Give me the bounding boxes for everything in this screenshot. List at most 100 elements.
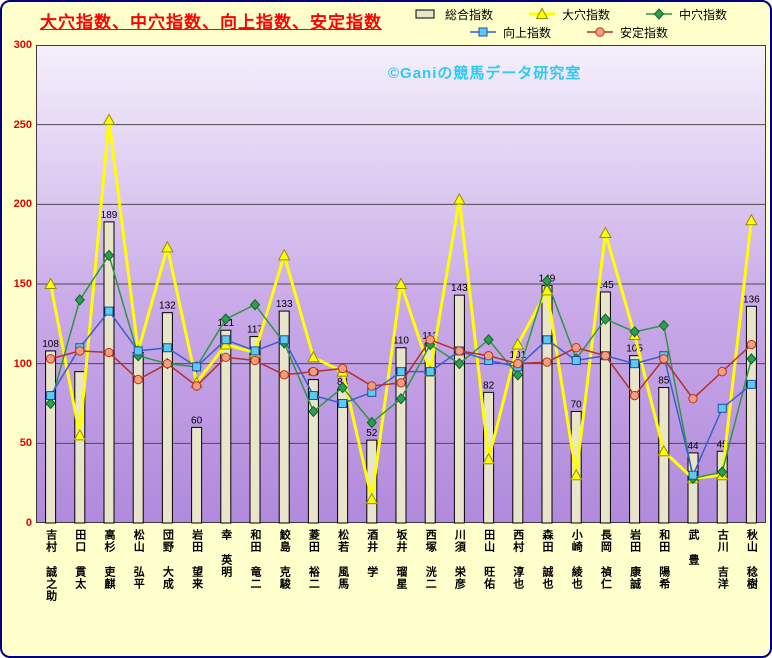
diamond-marker-icon	[653, 8, 665, 20]
bar-value-label: 82	[483, 380, 495, 391]
circle-marker-icon	[513, 358, 523, 369]
square-marker-icon	[338, 399, 348, 408]
diamond-marker-icon	[512, 369, 523, 381]
circle-marker-icon	[337, 363, 348, 374]
x-category-label: 森田 誠也	[541, 529, 553, 590]
watermark: ©Ganiの競馬データ研究室	[388, 65, 582, 82]
circle-marker-icon	[717, 366, 727, 377]
x-category-label: 鮫島 克駿	[278, 529, 291, 590]
diamond-marker-icon	[366, 416, 377, 429]
bar-value-label: 110	[393, 336, 409, 347]
circle-marker-icon	[133, 374, 143, 385]
square-marker-icon	[221, 335, 231, 345]
triangle-legend-icon	[529, 7, 556, 19]
bar-value-label: 136	[743, 294, 760, 305]
bar-value-label: 45	[717, 439, 729, 450]
bar	[307, 379, 319, 524]
diamond-marker-icon	[337, 381, 348, 394]
legend-item-circle: 安定指数	[585, 24, 668, 41]
square-marker-icon	[279, 335, 289, 345]
x-category-label: 西村 淳也	[511, 529, 524, 590]
y-tick-label: 150	[13, 278, 32, 290]
legend-row: 総合指数 大穴指数 中穴指数	[410, 5, 727, 23]
y-tick-label: 250	[13, 118, 32, 131]
bar-value-label: 85	[658, 376, 670, 387]
x-category-label: 田山 旺佑	[482, 529, 495, 590]
bar	[599, 291, 611, 524]
x-category-label: 吉村 誠之助	[44, 529, 57, 602]
bar	[278, 310, 290, 524]
circle-marker-icon	[571, 343, 581, 353]
triangle-marker-icon	[745, 213, 758, 226]
diamond-marker-icon	[395, 392, 407, 405]
bar-value-label: 70	[571, 399, 583, 410]
diamond-marker-icon	[220, 313, 231, 325]
circle-marker-icon	[595, 27, 605, 37]
x-category-label: 高杉 吏麒	[103, 529, 115, 590]
circle-marker-icon	[191, 381, 202, 391]
square-marker-icon	[104, 306, 114, 316]
triangle-marker-icon	[540, 283, 554, 296]
square-marker-icon	[46, 391, 56, 401]
square-marker-icon	[630, 359, 640, 369]
diamond-marker-icon	[103, 249, 115, 262]
diamond-marker-icon	[74, 294, 85, 306]
x-category-label: 長岡 禎仁	[599, 529, 612, 590]
square-marker-icon	[250, 346, 260, 356]
bar	[220, 329, 232, 524]
circle-marker-icon	[221, 352, 231, 362]
square-marker-icon	[396, 367, 406, 377]
diamond-marker-icon	[629, 326, 640, 338]
legend-label: 安定指数	[620, 25, 669, 40]
bar	[161, 312, 173, 524]
bar	[453, 294, 465, 524]
bar-value-label: 44	[687, 441, 699, 452]
circle-marker-icon	[308, 366, 319, 377]
legend-label: 向上指数	[503, 25, 552, 40]
diamond-marker-icon	[45, 397, 56, 410]
circle-marker-icon	[162, 358, 173, 369]
circle-marker-icon	[45, 354, 56, 364]
y-tick-label: 200	[13, 198, 32, 211]
square-marker-icon	[192, 362, 202, 372]
bar-value-label: 60	[191, 415, 203, 426]
x-category-label: 小崎 綾也	[570, 529, 583, 590]
bar-value-label: 108	[42, 339, 59, 350]
triangle-marker-icon	[453, 193, 466, 205]
bar-value-label: 117	[247, 325, 263, 336]
circle-marker-icon	[425, 335, 435, 345]
legend-label: 中穴指数	[679, 7, 728, 22]
x-category-label: 坂井 瑠星	[395, 529, 407, 590]
bar	[745, 305, 757, 524]
legend-row: 向上指数 安定指数	[468, 23, 727, 41]
triangle-marker-icon	[569, 468, 583, 481]
legend-item-diamond: 中穴指数	[644, 6, 727, 23]
bar-value-label: 143	[451, 283, 468, 294]
legend-label: 総合指数	[445, 7, 494, 22]
diamond-legend-icon	[646, 8, 673, 20]
square-marker-icon	[542, 335, 552, 345]
triangle-marker-icon	[307, 350, 320, 363]
x-category-label: 田口 貫太	[73, 529, 86, 590]
bar-value-label: 132	[159, 301, 176, 312]
square-marker-icon	[162, 343, 172, 353]
bar	[687, 452, 699, 524]
x-category-label: 川須 栄彦	[453, 529, 466, 590]
x-category-label: 菱田 裕二	[307, 529, 320, 590]
bar	[103, 221, 115, 524]
bar-marker-icon	[415, 9, 435, 19]
bar	[249, 336, 261, 524]
triangle-marker-icon	[535, 7, 549, 19]
circle-marker-icon	[542, 357, 552, 367]
triangle-marker-icon	[102, 113, 116, 125]
circle-marker-icon	[659, 354, 669, 364]
diamond-marker-icon	[308, 405, 319, 418]
square-legend-icon	[470, 27, 496, 37]
bar-value-label: 133	[276, 299, 293, 310]
x-category-label: 古川 吉洋	[716, 529, 729, 590]
legend-label: 大穴指数	[562, 7, 611, 22]
x-category-label: 和田 竜二	[249, 529, 261, 590]
circle-marker-icon	[454, 346, 465, 356]
triangle-marker-icon	[599, 226, 612, 239]
diamond-marker-icon	[249, 298, 261, 311]
